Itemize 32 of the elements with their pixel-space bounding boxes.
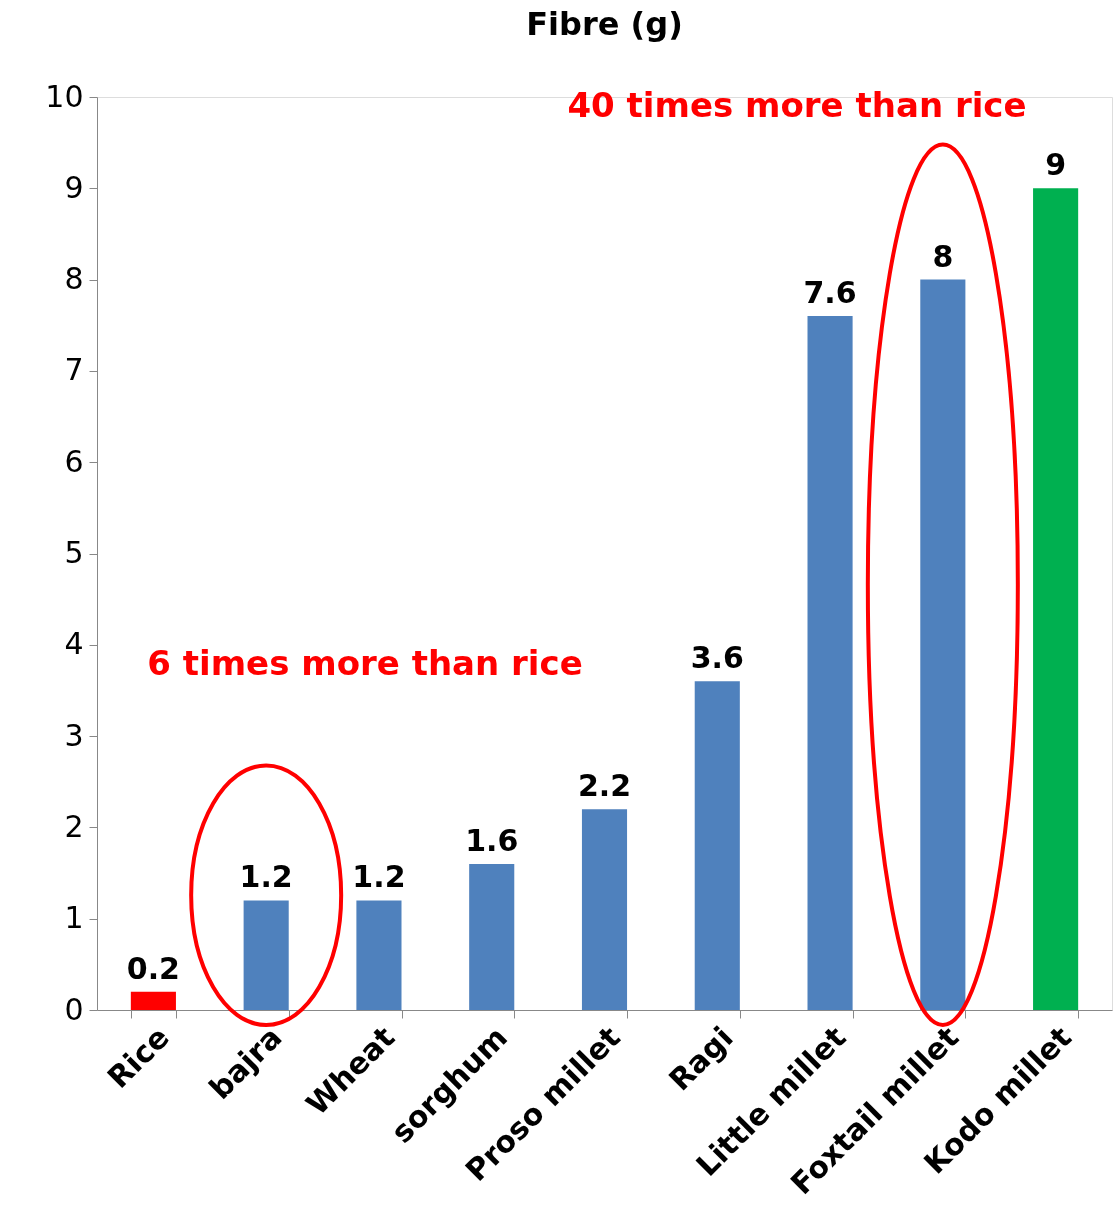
- data-label: 8: [932, 238, 954, 274]
- data-label: 3.6: [690, 640, 744, 676]
- data-label: 1.2: [352, 859, 406, 895]
- data-label: 1.6: [465, 822, 519, 858]
- bar: [469, 863, 515, 1010]
- bar: [920, 279, 966, 1010]
- bar: [581, 809, 628, 1010]
- y-tick-label: 9: [64, 169, 84, 205]
- bar: [1033, 188, 1079, 1010]
- chart-title: Fibre (g): [526, 5, 683, 43]
- data-label: 7.6: [803, 275, 857, 311]
- annotation: 6 times more than rice: [147, 643, 583, 683]
- y-tick-label: 2: [64, 808, 84, 844]
- data-label: 0.2: [126, 950, 180, 986]
- data-label: 9: [1045, 147, 1067, 183]
- data-label: 1.2: [239, 859, 293, 895]
- y-tick-label: 0: [64, 991, 84, 1027]
- y-tick-label: 10: [45, 78, 84, 114]
- bar: [807, 316, 853, 1010]
- bar: [356, 900, 402, 1010]
- y-tick-label: 7: [64, 352, 84, 388]
- y-tick-label: 5: [64, 535, 84, 570]
- y-tick-label: 6: [64, 443, 84, 479]
- y-tick-label: 8: [64, 261, 84, 297]
- bar: [243, 900, 289, 1010]
- data-label: 2.2: [577, 768, 632, 804]
- annotation: 40 times more than rice: [567, 85, 1027, 125]
- bar: [130, 991, 176, 1010]
- y-tick-label: 1: [64, 900, 84, 936]
- bar: [694, 681, 740, 1010]
- y-tick-label: 3: [64, 717, 84, 753]
- y-tick-label: 4: [64, 626, 84, 662]
